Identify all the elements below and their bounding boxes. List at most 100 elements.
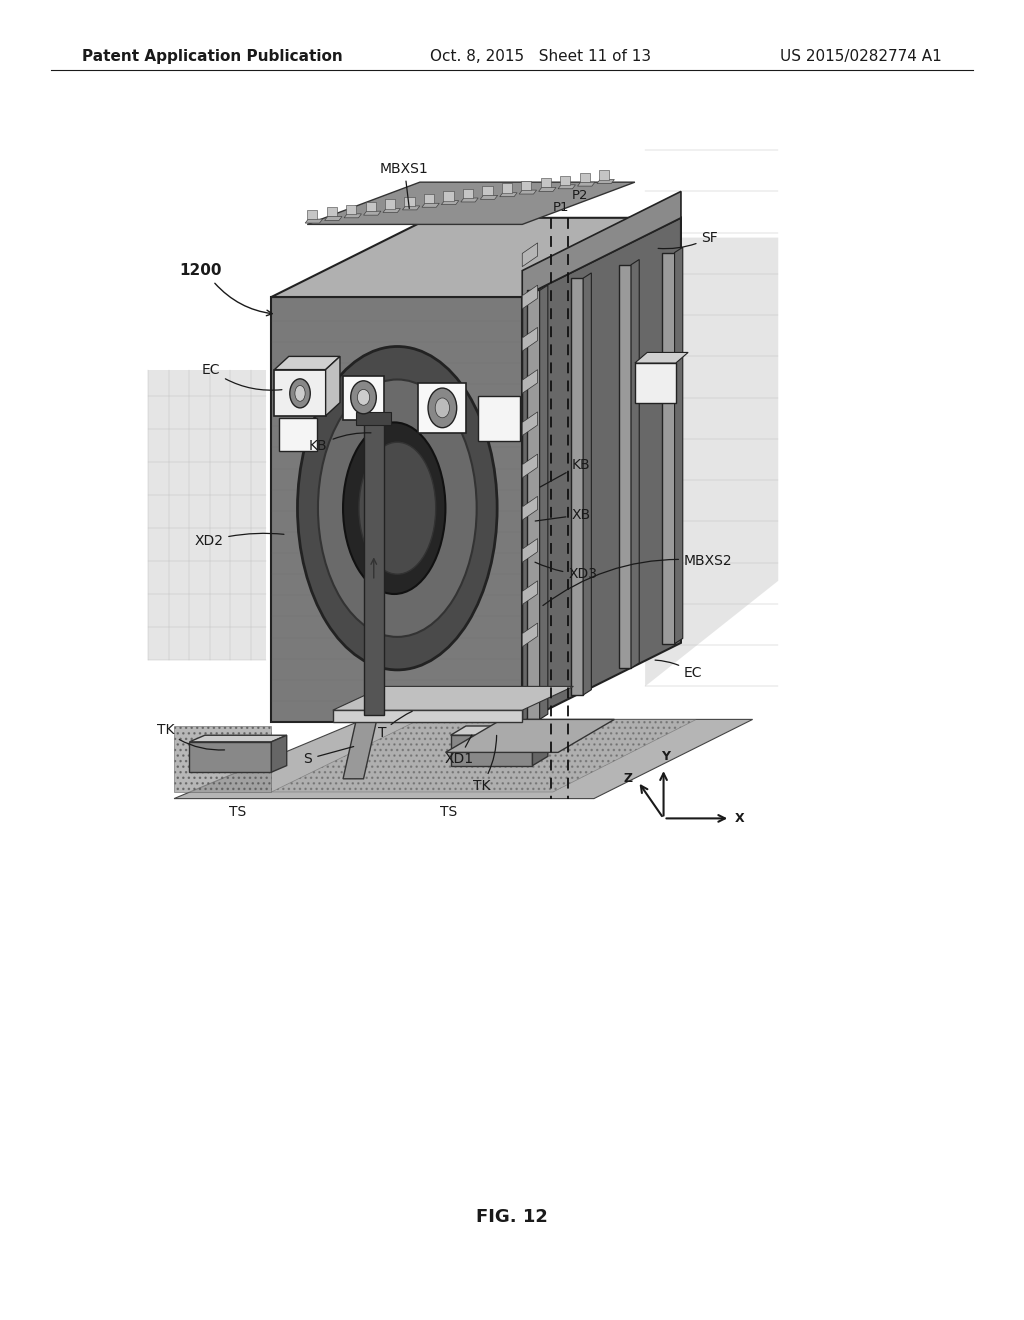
Polygon shape — [443, 191, 454, 201]
Polygon shape — [344, 214, 361, 218]
Polygon shape — [274, 370, 326, 416]
Polygon shape — [343, 376, 384, 420]
Ellipse shape — [297, 346, 498, 671]
Ellipse shape — [359, 442, 436, 574]
Polygon shape — [522, 370, 538, 393]
Text: EC: EC — [202, 363, 282, 391]
Text: TS: TS — [229, 805, 246, 818]
Ellipse shape — [343, 422, 445, 594]
Text: Oct. 8, 2015   Sheet 11 of 13: Oct. 8, 2015 Sheet 11 of 13 — [430, 49, 651, 65]
Polygon shape — [451, 735, 532, 766]
Polygon shape — [522, 454, 538, 478]
Polygon shape — [482, 186, 493, 195]
Polygon shape — [189, 742, 271, 772]
Text: Z: Z — [624, 772, 633, 785]
Text: TK: TK — [472, 735, 497, 793]
Text: KB: KB — [309, 433, 371, 453]
Polygon shape — [663, 252, 675, 644]
Polygon shape — [279, 418, 317, 451]
Polygon shape — [522, 539, 538, 562]
Polygon shape — [356, 412, 391, 425]
Polygon shape — [560, 176, 570, 185]
Text: XD3: XD3 — [535, 562, 597, 581]
Polygon shape — [599, 170, 609, 180]
Polygon shape — [522, 496, 538, 520]
Polygon shape — [325, 216, 342, 220]
Polygon shape — [522, 327, 538, 351]
Polygon shape — [675, 247, 683, 644]
Ellipse shape — [435, 399, 450, 418]
Polygon shape — [584, 273, 592, 694]
Polygon shape — [478, 396, 520, 441]
Polygon shape — [364, 211, 381, 215]
Polygon shape — [597, 180, 614, 183]
Ellipse shape — [317, 380, 477, 638]
Text: XB: XB — [536, 508, 591, 521]
Polygon shape — [274, 356, 340, 370]
Polygon shape — [480, 195, 498, 199]
Polygon shape — [189, 735, 287, 742]
Polygon shape — [385, 199, 395, 209]
Polygon shape — [422, 203, 439, 207]
Polygon shape — [451, 726, 548, 735]
Text: P1: P1 — [553, 201, 569, 214]
Text: T: T — [378, 711, 413, 741]
Polygon shape — [500, 193, 517, 197]
Polygon shape — [539, 187, 556, 191]
Polygon shape — [271, 735, 287, 772]
Polygon shape — [307, 210, 317, 219]
Text: Patent Application Publication: Patent Application Publication — [82, 49, 343, 65]
Polygon shape — [333, 686, 573, 710]
Polygon shape — [522, 243, 538, 267]
Text: S: S — [303, 747, 353, 766]
Polygon shape — [558, 185, 575, 189]
Text: X: X — [735, 812, 744, 825]
Text: EC: EC — [655, 660, 702, 680]
Text: XD2: XD2 — [195, 533, 284, 548]
Text: SF: SF — [658, 231, 718, 248]
Text: TK: TK — [157, 723, 224, 750]
Polygon shape — [366, 202, 376, 211]
Polygon shape — [571, 279, 584, 694]
Polygon shape — [578, 182, 595, 186]
Polygon shape — [580, 173, 590, 182]
Polygon shape — [522, 218, 681, 722]
Polygon shape — [271, 297, 522, 722]
Text: 1200: 1200 — [179, 263, 222, 279]
Polygon shape — [326, 356, 340, 416]
Ellipse shape — [295, 385, 305, 401]
Polygon shape — [307, 182, 635, 224]
Polygon shape — [532, 726, 548, 766]
Polygon shape — [461, 198, 478, 202]
Polygon shape — [541, 178, 551, 187]
Polygon shape — [527, 290, 540, 719]
Polygon shape — [522, 191, 681, 297]
Text: FIG. 12: FIG. 12 — [476, 1208, 548, 1226]
Text: Y: Y — [662, 750, 670, 763]
Polygon shape — [522, 623, 538, 647]
Polygon shape — [441, 201, 459, 205]
Text: TS: TS — [440, 805, 457, 818]
Polygon shape — [631, 260, 639, 668]
Polygon shape — [522, 412, 538, 436]
Polygon shape — [424, 194, 434, 203]
Polygon shape — [540, 285, 548, 719]
Polygon shape — [521, 181, 531, 190]
Ellipse shape — [428, 388, 457, 428]
Polygon shape — [418, 383, 466, 433]
Polygon shape — [618, 265, 631, 668]
Polygon shape — [327, 207, 337, 216]
Polygon shape — [383, 209, 400, 213]
Polygon shape — [404, 197, 415, 206]
Polygon shape — [343, 719, 377, 779]
Text: MBXS1: MBXS1 — [380, 161, 429, 209]
Ellipse shape — [357, 389, 370, 405]
Polygon shape — [519, 190, 537, 194]
Polygon shape — [174, 726, 271, 792]
Text: KB: KB — [540, 458, 590, 487]
Polygon shape — [502, 183, 512, 193]
Polygon shape — [271, 719, 696, 792]
Polygon shape — [333, 710, 522, 722]
Polygon shape — [522, 285, 538, 309]
Polygon shape — [402, 206, 420, 210]
